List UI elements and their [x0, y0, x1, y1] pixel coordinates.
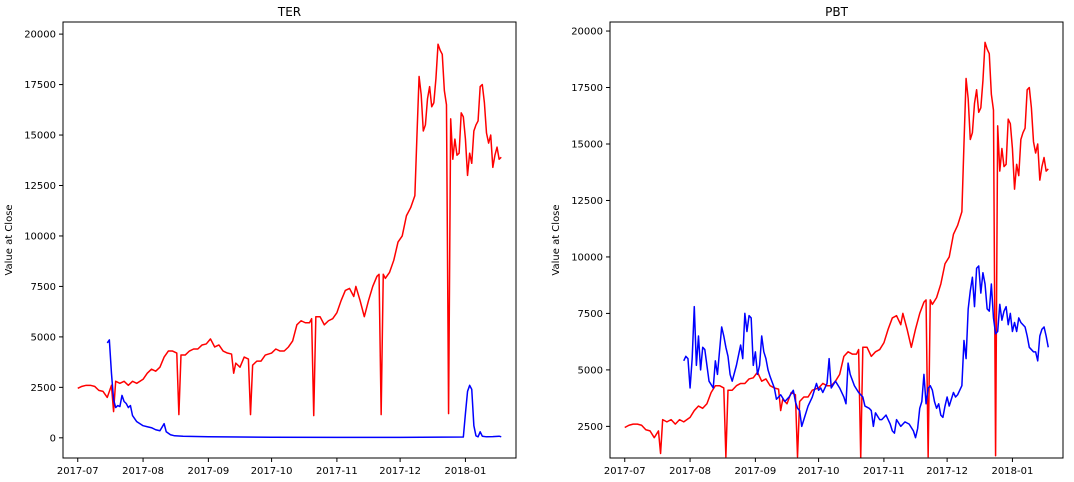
y-tick-label: 12500: [571, 196, 603, 207]
y-tick-label: 20000: [571, 27, 603, 38]
y-tick-label: 10000: [24, 231, 56, 242]
x-tick-label: 2017-10: [251, 466, 293, 477]
series-line-1: [624, 41, 1049, 458]
x-tick-label: 2018-01: [445, 466, 487, 477]
x-tick-label: 2017-09: [187, 466, 229, 477]
y-tick-label: 2500: [578, 422, 603, 433]
x-tick-label: 2017-11: [863, 466, 905, 477]
y-tick-label: 17500: [24, 80, 56, 91]
y-tick-label: 15000: [24, 131, 56, 142]
y-tick-label: 5000: [31, 332, 56, 343]
y-tick-label: 7500: [578, 309, 603, 320]
x-tick-label: 2017-08: [122, 466, 164, 477]
plot-frame: [609, 21, 1064, 459]
x-tick-label: 2017-07: [57, 466, 99, 477]
x-tick-label: 2017-12: [926, 466, 968, 477]
y-tick-label: 10000: [571, 252, 603, 263]
plot-frame: [62, 21, 517, 459]
y-tick-label: 20000: [24, 30, 56, 41]
y-tick-label: 2500: [31, 383, 56, 394]
x-tick-label: 2017-10: [798, 466, 840, 477]
series-line-1: [77, 43, 502, 417]
x-tick-label: 2017-08: [669, 466, 711, 477]
x-tick-label: 2017-07: [604, 466, 646, 477]
y-tick-label: 0: [50, 433, 56, 444]
y-axis-label: Value at Close: [551, 204, 562, 275]
x-tick-label: 2017-12: [379, 466, 421, 477]
series-line-2: [106, 339, 502, 439]
y-tick-label: 7500: [31, 282, 56, 293]
y-tick-label: 15000: [571, 139, 603, 150]
chart-ter: TER 2017-07 2017-08 2017-09 2017-10 2017-11 20…: [4, 5, 517, 477]
y-tick-label: 5000: [578, 365, 603, 376]
y-tick-label: 17500: [571, 83, 603, 94]
y-axis-label: Value at Close: [4, 204, 15, 275]
chart-pbt: PBT 2017-07 2017-08 2017-09 2017-10 2017-11 20…: [551, 5, 1064, 477]
x-tick-label: 2018-01: [992, 466, 1034, 477]
chart-title: TER: [277, 5, 301, 19]
series-line-2: [683, 265, 1049, 439]
y-tick-label: 12500: [24, 181, 56, 192]
x-tick-label: 2017-09: [734, 466, 776, 477]
x-tick-label: 2017-11: [316, 466, 358, 477]
chart-title: PBT: [825, 5, 848, 19]
